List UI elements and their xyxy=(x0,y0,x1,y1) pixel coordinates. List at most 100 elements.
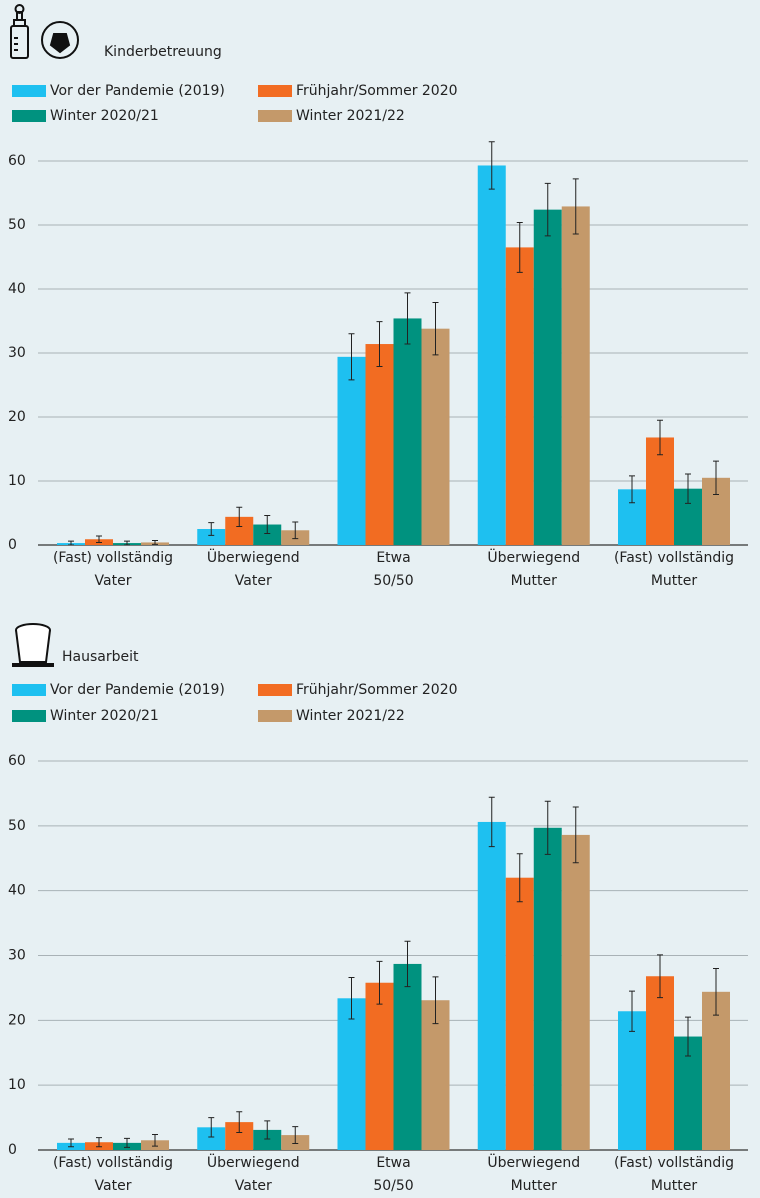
bar xyxy=(702,991,730,1150)
bar xyxy=(421,328,450,545)
icon-bucket xyxy=(12,623,54,667)
error-bar xyxy=(488,796,495,848)
y-tick-label: 20 xyxy=(8,1012,26,1028)
chart-title: Kinderbetreuung xyxy=(104,44,222,60)
legend-label: Vor der Pandemie (2019) xyxy=(50,83,225,99)
error-bar xyxy=(629,475,635,504)
legend-swatch xyxy=(258,710,292,722)
y-tick-label: 30 xyxy=(8,948,26,964)
error-bar xyxy=(152,1133,158,1147)
error-bar xyxy=(657,419,663,456)
x-tick-label: Etwa 50/50 xyxy=(373,550,414,589)
y-tick-label: 10 xyxy=(8,473,26,489)
error-bar xyxy=(432,301,439,356)
error-bar xyxy=(208,522,215,536)
bar xyxy=(365,982,394,1150)
bar xyxy=(561,206,590,545)
error-bar xyxy=(516,221,523,273)
x-tick-label: Etwa 50/50 xyxy=(373,1155,414,1194)
error-bar xyxy=(68,540,74,546)
bar xyxy=(505,877,534,1150)
bar xyxy=(337,356,366,545)
bar xyxy=(477,165,506,546)
bar xyxy=(393,318,422,545)
legend-label: Frühjahr/Sommer 2020 xyxy=(296,682,458,698)
error-bar xyxy=(264,1120,271,1140)
error-bar xyxy=(96,1137,102,1148)
bar xyxy=(533,209,562,545)
icon-bottle-ball xyxy=(10,4,79,59)
y-tick-label: 60 xyxy=(8,753,26,769)
error-bar xyxy=(152,540,158,545)
y-tick-label: 50 xyxy=(8,818,26,834)
error-bar xyxy=(713,967,719,1016)
x-tick-label: (Fast) vollständig Vater xyxy=(52,550,174,589)
error-bar xyxy=(264,515,271,534)
error-bar xyxy=(629,990,635,1032)
error-bar xyxy=(572,806,579,864)
bar xyxy=(253,1129,282,1150)
legend-label: Frühjahr/Sommer 2020 xyxy=(296,83,458,99)
error-bar xyxy=(516,853,523,903)
error-bar xyxy=(236,1111,243,1133)
y-tick-label: 50 xyxy=(8,217,26,233)
y-tick-label: 20 xyxy=(8,409,26,425)
y-tick-label: 30 xyxy=(8,345,26,361)
x-tick-label: Überwiegend Vater xyxy=(206,550,300,589)
bar xyxy=(618,1011,646,1150)
bar xyxy=(197,529,226,545)
error-bar xyxy=(236,506,243,527)
x-tick-label: (Fast) vollständig Vater xyxy=(52,1155,174,1194)
legend-swatch xyxy=(12,684,46,696)
error-bar xyxy=(488,141,495,190)
legend-swatch xyxy=(12,110,46,122)
bar xyxy=(393,963,422,1150)
y-tick-label: 40 xyxy=(8,883,26,899)
error-bar xyxy=(432,976,439,1025)
legend-label: Vor der Pandemie (2019) xyxy=(50,682,225,698)
error-bar xyxy=(348,333,355,381)
error-bar xyxy=(124,540,130,546)
legend-label: Winter 2020/21 xyxy=(50,708,159,724)
error-bar xyxy=(376,321,383,367)
bar xyxy=(477,821,506,1150)
error-bar xyxy=(685,1016,691,1057)
error-bar xyxy=(685,473,691,504)
error-bar xyxy=(124,1137,130,1148)
bar xyxy=(365,344,394,545)
y-tick-label: 40 xyxy=(8,281,26,297)
error-bar xyxy=(544,800,551,855)
error-bar xyxy=(404,292,411,345)
legend-label: Winter 2020/21 xyxy=(50,108,159,124)
bar xyxy=(421,1000,450,1150)
y-tick-label: 0 xyxy=(8,537,17,553)
bar xyxy=(197,1127,226,1150)
error-bar xyxy=(68,1138,74,1148)
x-tick-label: (Fast) vollständig Mutter xyxy=(613,1155,735,1194)
y-tick-label: 60 xyxy=(8,153,26,169)
bar xyxy=(505,247,534,545)
chart-title: Hausarbeit xyxy=(62,649,139,665)
bar xyxy=(253,524,282,545)
legend-label: Winter 2021/22 xyxy=(296,108,405,124)
error-bar xyxy=(292,1126,299,1145)
error-bar xyxy=(376,960,383,1005)
x-tick-label: Überwiegend Mutter xyxy=(487,1155,581,1194)
legend-label: Winter 2021/22 xyxy=(296,708,405,724)
error-bar xyxy=(292,521,299,540)
error-bar xyxy=(208,1117,215,1138)
bar xyxy=(561,834,590,1150)
x-tick-label: Überwiegend Vater xyxy=(206,1155,300,1194)
bar xyxy=(646,437,674,545)
error-bar xyxy=(657,954,663,999)
bar xyxy=(337,998,366,1150)
error-bar xyxy=(348,977,355,1020)
bar xyxy=(533,827,562,1150)
error-bar xyxy=(544,182,551,237)
y-tick-label: 10 xyxy=(8,1077,26,1093)
x-tick-label: Überwiegend Mutter xyxy=(487,550,581,589)
error-bar xyxy=(713,460,719,495)
error-bar xyxy=(96,535,102,543)
